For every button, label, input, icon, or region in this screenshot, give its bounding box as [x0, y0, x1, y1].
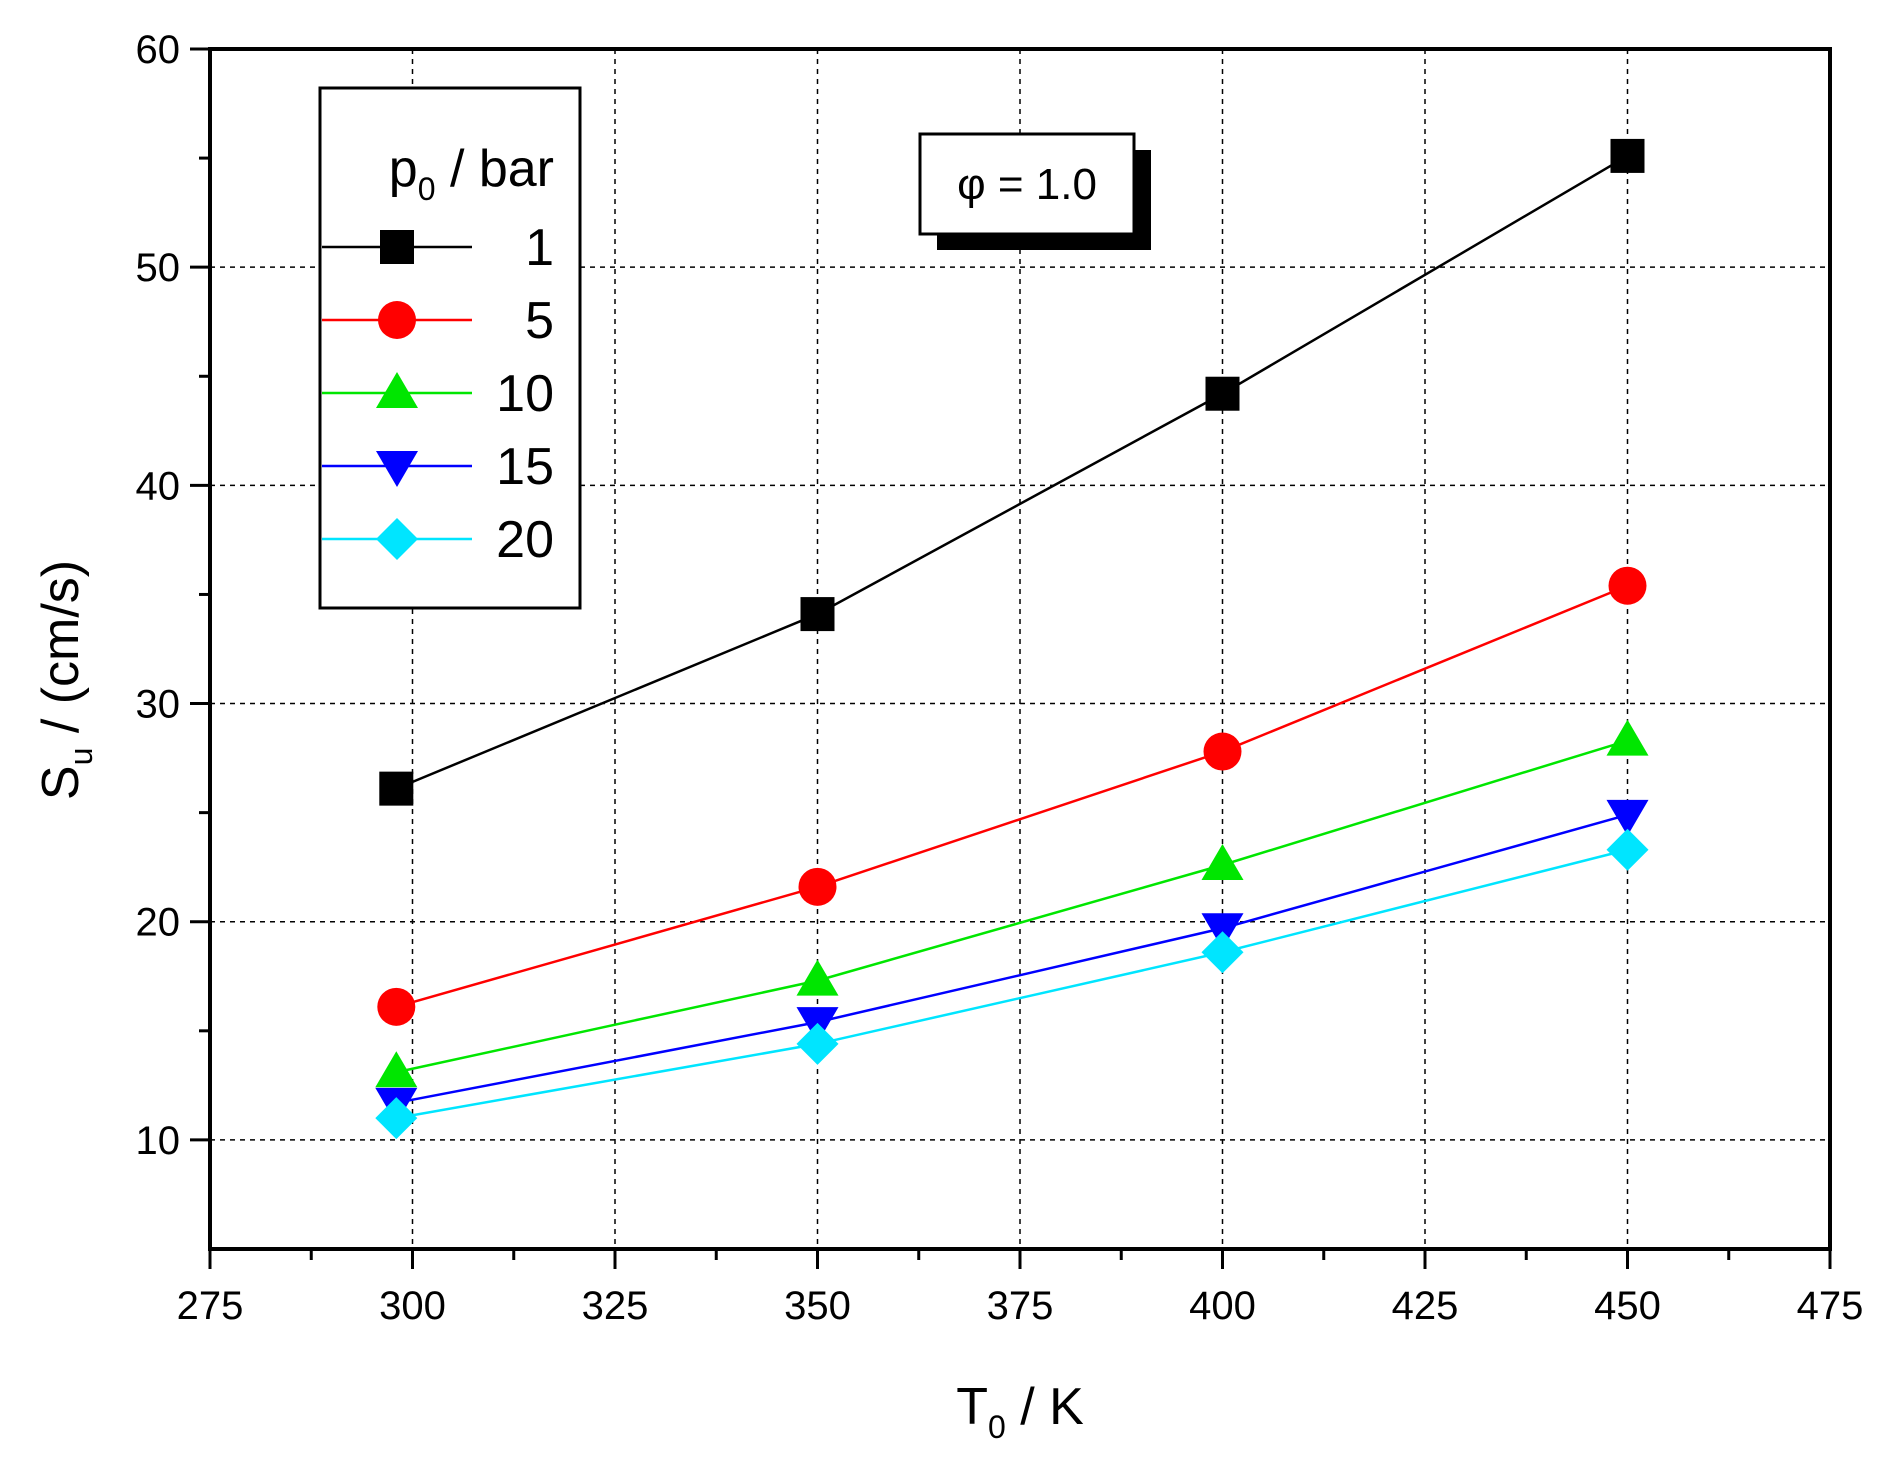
data-point [1201, 844, 1244, 880]
series-1 [379, 138, 1645, 806]
data-point [1205, 376, 1240, 411]
legend-item: 10 [322, 365, 554, 423]
legend-marker [376, 518, 418, 560]
annotation-text: φ = 1.0 [957, 160, 1097, 209]
legend-title: p0 / bar [389, 140, 554, 207]
series-5 [377, 566, 1647, 1026]
data-point [796, 1022, 839, 1065]
legend-marker [376, 372, 418, 408]
y-tick-label: 10 [136, 1119, 181, 1163]
series-line [395, 154, 1629, 790]
legend-item: 5 [322, 292, 554, 350]
series-layer [375, 138, 1649, 1140]
data-point [1203, 732, 1242, 771]
y-tick-label: 40 [136, 464, 181, 508]
data-point [375, 1051, 418, 1088]
series-line [396, 813, 1628, 1105]
legend-marker [376, 451, 418, 487]
series-20 [375, 828, 1649, 1140]
legend-label: 10 [496, 365, 554, 423]
y-tick-label: 60 [136, 28, 181, 72]
data-point [1606, 828, 1649, 871]
x-axis-title: T0 / K [956, 1378, 1084, 1445]
series-line [396, 848, 1628, 1120]
y-axis-title: Su / (cm/s) [32, 560, 99, 800]
axis-ticks: 275 300 325 350 375 400 425 450 475 10 20 30 40 50 60 [136, 28, 1864, 1328]
legend-label: 15 [496, 438, 554, 496]
x-tick-label: 450 [1594, 1284, 1661, 1328]
x-tick-label: 425 [1392, 1284, 1459, 1328]
legend-label: 5 [525, 292, 554, 350]
data-point [375, 1097, 418, 1140]
data-point [1610, 138, 1645, 173]
series-10 [375, 719, 1649, 1088]
x-tick-label: 300 [379, 1284, 446, 1328]
legend-label: 20 [496, 511, 554, 569]
data-point [1608, 566, 1647, 605]
legend-marker [378, 301, 416, 339]
legend-item: 1 [322, 219, 554, 277]
data-point [1606, 719, 1649, 756]
series-15 [375, 799, 1649, 1124]
y-tick-label: 30 [136, 683, 181, 727]
data-point [798, 867, 837, 906]
legend-item: 20 [322, 511, 554, 569]
data-point [377, 987, 416, 1026]
legend-item: 15 [322, 438, 554, 496]
y-tick-label: 20 [136, 901, 181, 945]
legend-label: 1 [525, 219, 554, 277]
data-point [796, 959, 839, 996]
data-point [379, 771, 414, 806]
x-tick-label: 350 [784, 1284, 851, 1328]
data-point [1201, 931, 1244, 974]
annotation-box: φ = 1.0 [918, 132, 1151, 250]
x-tick-label: 375 [987, 1284, 1054, 1328]
x-tick-label: 275 [177, 1284, 244, 1328]
data-point [1606, 799, 1649, 836]
x-tick-label: 325 [582, 1284, 649, 1328]
x-tick-label: 400 [1189, 1284, 1256, 1328]
data-point [800, 597, 835, 632]
series-line [396, 739, 1628, 1074]
legend-marker [380, 230, 414, 264]
x-tick-label: 475 [1797, 1284, 1864, 1328]
y-tick-label: 50 [136, 246, 181, 290]
series-line [395, 584, 1628, 1009]
